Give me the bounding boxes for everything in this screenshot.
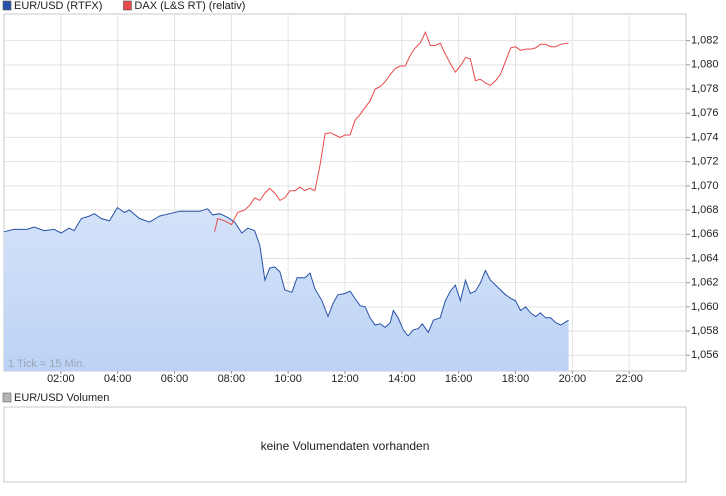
y-tick-label: 1,068 xyxy=(691,204,719,216)
volume-frame xyxy=(3,406,687,483)
y-tick-label: 1,074 xyxy=(691,131,719,143)
y-tick-label: 1,072 xyxy=(691,156,719,168)
y-tick-label: 1,070 xyxy=(691,180,719,192)
y-tick-label: 1,066 xyxy=(691,228,719,240)
legend-swatch xyxy=(2,392,12,403)
series-layer xyxy=(3,30,569,371)
legend-swatch xyxy=(2,0,12,11)
y-tick-label: 1,078 xyxy=(691,83,719,95)
y-tick-label: 1,076 xyxy=(691,107,719,119)
x-tick-label: 14:00 xyxy=(388,373,416,385)
x-tick-label: 18:00 xyxy=(502,373,530,385)
series-line xyxy=(3,206,569,337)
x-tick-label: 22:00 xyxy=(615,373,643,385)
x-tick-label: 04:00 xyxy=(104,373,132,385)
series-line xyxy=(214,30,569,232)
x-tick-label: 08:00 xyxy=(218,373,246,385)
x-tick-label: 20:00 xyxy=(559,373,587,385)
x-tick-label: 10:00 xyxy=(274,373,302,385)
legend-swatch xyxy=(123,0,132,11)
area-shine xyxy=(4,207,569,371)
axes: 1,056 1,058 1,060 1,062 1,064 1,066 1,068 1,070… xyxy=(47,35,718,385)
legend-label: EUR/USD Volumen xyxy=(14,392,109,404)
y-tick-label: 1,082 xyxy=(691,35,719,47)
y-tick-label: 1,060 xyxy=(691,301,719,313)
x-tick-label: 12:00 xyxy=(331,373,359,385)
empty-message: keine Volumendaten vorhanden xyxy=(261,439,430,453)
legend-label: EUR/USD (RTFX) xyxy=(14,0,102,12)
legend-label: DAX (L&S RT) (relativ) xyxy=(134,0,245,12)
y-tick-label: 1,058 xyxy=(691,325,719,337)
x-tick-label: 06:00 xyxy=(161,373,189,385)
legend: EUR/USD (RTFX) DAX (L&S RT) (relativ) xyxy=(2,0,245,12)
x-tick-label: 16:00 xyxy=(445,373,473,385)
y-tick-label: 1,080 xyxy=(691,59,719,71)
y-tick-label: 1,056 xyxy=(691,349,719,361)
y-tick-label: 1,062 xyxy=(691,277,719,289)
annotation: 1 Tick = 15 Min. xyxy=(8,358,85,370)
x-tick-label: 02:00 xyxy=(47,373,75,385)
y-tick-label: 1,064 xyxy=(691,252,719,264)
